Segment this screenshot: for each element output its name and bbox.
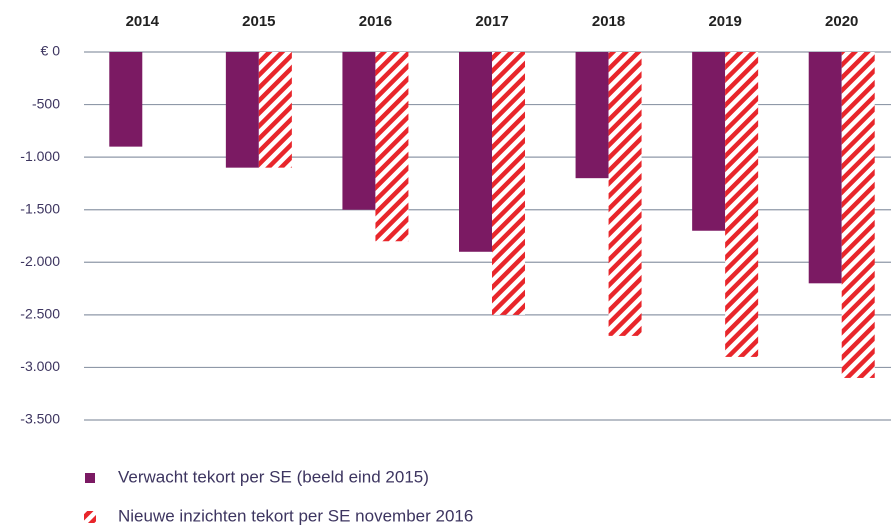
bar (608, 52, 642, 336)
x-tick-label: 2016 (359, 13, 392, 30)
x-tick-label: 2018 (592, 13, 625, 30)
bar (841, 52, 875, 378)
bar (492, 52, 525, 315)
y-tick-label: -2.500 (20, 306, 60, 322)
x-tick-label: 2019 (708, 13, 741, 30)
x-tick-label: 2017 (475, 13, 508, 30)
bar (109, 52, 143, 147)
bar (225, 52, 259, 168)
bar (725, 52, 759, 357)
bar (808, 52, 842, 284)
x-tick-label: 2014 (126, 13, 160, 30)
x-tick-label: 2020 (825, 13, 858, 30)
y-tick-label: -3.500 (20, 411, 60, 427)
y-tick-label: € 0 (41, 43, 61, 59)
y-tick-label: -500 (32, 95, 60, 111)
bar (575, 52, 609, 179)
y-tick-label: -2.000 (20, 253, 60, 269)
legend-swatch (84, 511, 96, 523)
x-tick-label: 2015 (242, 13, 275, 30)
legend-label: Nieuwe inzichten tekort per SE november … (118, 506, 473, 525)
y-tick-label: -1.000 (20, 148, 60, 164)
bar (258, 52, 292, 168)
bar (342, 52, 376, 210)
bar (692, 52, 726, 231)
y-tick-label: -3.000 (20, 358, 60, 374)
bar (375, 52, 409, 242)
legend-swatch (85, 473, 95, 483)
legend-label: Verwacht tekort per SE (beeld eind 2015) (118, 467, 429, 486)
bar (459, 52, 492, 252)
y-tick-label: -1.500 (20, 200, 60, 216)
